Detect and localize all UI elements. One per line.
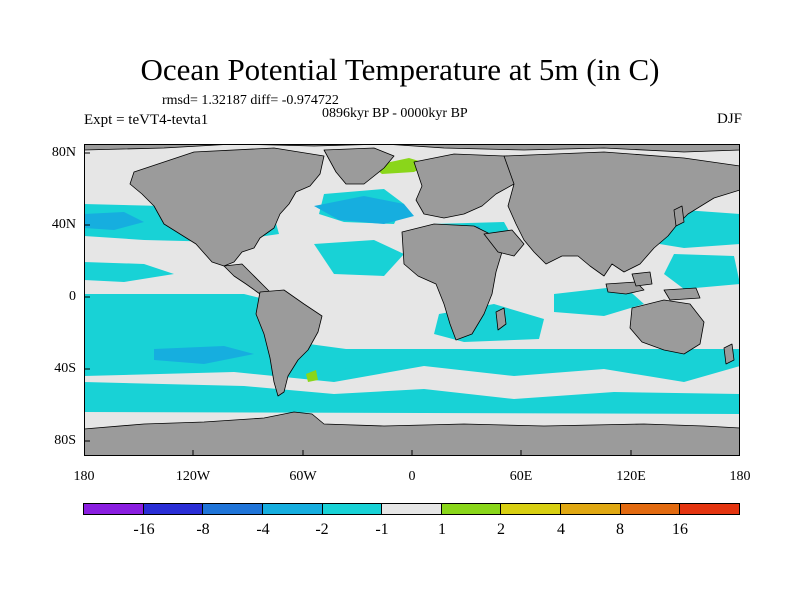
madagascar-landmass <box>495 307 507 331</box>
colorbar-segment <box>381 503 442 515</box>
rmsd-diff-stats: rmsd= 1.32187 diff= -0.974722 <box>162 93 339 108</box>
greenland-landmass <box>323 147 395 185</box>
colorbar-segment <box>202 503 263 515</box>
x-tick-60e: 60E <box>509 469 533 484</box>
experiment-label: Expt = teVT4-tevta1 <box>84 112 209 128</box>
colorbar-label: 16 <box>672 521 688 538</box>
y-tick-40n: 40N <box>51 217 76 232</box>
y-tick-80n: 80N <box>51 145 76 160</box>
indonesia-landmass <box>605 281 645 295</box>
colorbar-label: -8 <box>196 521 210 538</box>
colorbar-label: -2 <box>315 521 329 538</box>
colorbar-label: -4 <box>256 521 270 538</box>
colorbar-segment <box>560 503 621 515</box>
antarctica-landmass <box>84 411 740 456</box>
colorbar-segment <box>321 503 383 515</box>
colorbar <box>83 503 741 515</box>
colorbar-segment <box>261 503 323 515</box>
x-tick-180w: 180 <box>73 469 95 484</box>
x-tick-180e: 180 <box>729 469 751 484</box>
y-tick-80s: 80S <box>54 433 76 448</box>
japan-landmass <box>673 205 685 227</box>
north-america-landmass <box>129 147 325 267</box>
colorbar-label: -16 <box>133 521 155 538</box>
asia-landmass <box>503 151 740 277</box>
colorbar-label: -1 <box>375 521 389 538</box>
colorbar-segment <box>679 503 741 515</box>
world-map <box>84 144 740 456</box>
continents <box>84 144 740 456</box>
colorbar-label: 2 <box>497 521 505 538</box>
x-tick-120w: 120W <box>175 469 211 484</box>
y-tick-40s: 40S <box>54 361 76 376</box>
x-tick-60w: 60W <box>289 469 317 484</box>
axis-tick-marks <box>84 152 632 456</box>
africa-landmass <box>401 223 503 341</box>
new-guinea-landmass <box>663 287 701 301</box>
arctic-landmass <box>84 144 740 153</box>
x-tick-120e: 120E <box>616 469 646 484</box>
colorbar-segment <box>83 503 144 515</box>
colorbar-segment <box>440 503 502 515</box>
colorbar-label: 8 <box>616 521 624 538</box>
colorbar-segment <box>142 503 204 515</box>
new-zealand-landmass <box>723 343 735 365</box>
colorbar-segment <box>619 503 681 515</box>
x-tick-0: 0 <box>408 469 416 484</box>
plot-title: Ocean Potential Temperature at 5m (in C) <box>140 52 660 87</box>
y-tick-0: 0 <box>69 289 76 304</box>
time-period-label: 0896kyr BP - 0000kyr BP <box>322 106 468 121</box>
colorbar-label: 4 <box>557 521 565 538</box>
colorbar-label: 1 <box>438 521 446 538</box>
borneo-landmass <box>631 271 653 287</box>
season-label: DJF <box>716 111 742 127</box>
colorbar-segment <box>500 503 562 515</box>
australia-landmass <box>629 299 705 355</box>
arabia-landmass <box>483 229 525 257</box>
south-america-landmass <box>255 289 323 397</box>
